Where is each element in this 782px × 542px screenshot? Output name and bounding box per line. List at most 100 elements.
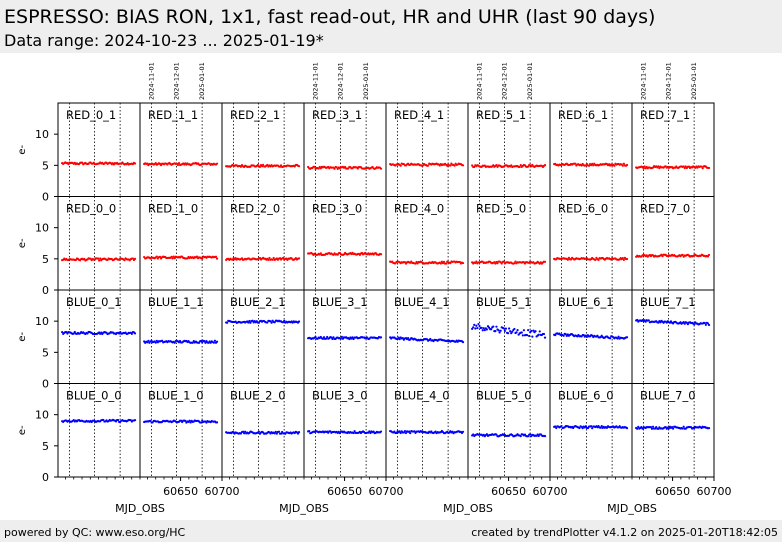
data-point [408, 430, 411, 433]
data-point [649, 426, 653, 429]
data-point [247, 321, 250, 324]
data-point [542, 332, 546, 336]
data-point [215, 340, 219, 343]
data-point [483, 329, 486, 332]
panel-blue-7-1: BLUE_7_1 [631, 289, 715, 384]
data-point [200, 421, 203, 424]
data-point [353, 430, 356, 433]
panel-label: BLUE_2_0 [230, 389, 286, 403]
data-point [297, 431, 301, 434]
y-axis-label: e- [17, 144, 28, 154]
data-point [177, 162, 181, 165]
data-point [472, 326, 475, 329]
data-point [527, 329, 530, 332]
data-point [543, 260, 547, 263]
data-point [397, 336, 400, 339]
date-marker-label: 2024-12-01 [664, 62, 672, 100]
data-point [308, 430, 311, 433]
data-point [297, 165, 301, 168]
data-point [701, 167, 704, 170]
panel-red-2-1: RED_2_1 [221, 102, 305, 197]
data-point [478, 324, 481, 328]
data-point [271, 258, 274, 261]
data-point [333, 167, 336, 170]
data-point [282, 256, 285, 260]
y-tick-label: 10 [35, 315, 49, 328]
data-point [155, 255, 158, 258]
data-point [657, 165, 660, 168]
panel-label: RED_0_0 [66, 202, 116, 216]
data-point [643, 165, 646, 168]
data-point [537, 333, 540, 336]
data-point [195, 255, 199, 258]
data-point [414, 262, 417, 265]
data-point [272, 256, 275, 260]
data-point [277, 430, 281, 433]
data-point [379, 167, 383, 170]
data-point [171, 257, 174, 260]
data-point [154, 162, 157, 165]
panel-label: RED_6_0 [558, 202, 608, 216]
data-point [449, 164, 452, 167]
data-point [487, 326, 491, 329]
panel-blue-2-0: BLUE_2_0 [221, 383, 305, 480]
data-point [636, 318, 639, 322]
data-point [519, 435, 522, 438]
data-point [61, 330, 64, 334]
data-point [682, 425, 685, 428]
data-point [496, 262, 499, 265]
panel-blue-0-0: BLUE_0_0 0 5 10 e- [17, 383, 141, 484]
data-point [636, 427, 639, 430]
data-point [268, 256, 271, 260]
data-point [398, 430, 401, 433]
panel-label: RED_5_0 [476, 202, 526, 216]
data-point [321, 337, 325, 340]
data-point [96, 257, 100, 260]
panel-label: BLUE_3_1 [312, 295, 368, 309]
data-point [647, 319, 650, 322]
data-point [215, 162, 219, 165]
data-point [474, 327, 477, 330]
data-point [399, 431, 402, 435]
data-point [511, 330, 514, 333]
y-tick-label: 0 [42, 191, 49, 204]
data-point [514, 260, 517, 263]
data-point [371, 165, 374, 169]
data-point [257, 321, 260, 324]
panel-label: RED_3_1 [312, 108, 362, 122]
data-point [189, 421, 192, 424]
date-marker-label: 2024-12-01 [336, 62, 344, 100]
data-point [244, 430, 247, 433]
data-point [508, 327, 511, 330]
panel-red-7-1: RED_7_1 [631, 102, 715, 197]
data-point [521, 334, 524, 337]
x-tick-label: 60650 [327, 485, 362, 498]
y-tick-label: 10 [35, 128, 49, 141]
date-marker-label: 2024-12-01 [500, 62, 508, 100]
panel-label: RED_2_0 [230, 202, 280, 216]
y-tick-label: 5 [42, 440, 49, 453]
header-bar: ESPRESSO: BIAS RON, 1x1, fast read-out, … [0, 0, 782, 53]
data-point [331, 337, 334, 341]
panel-red-5-1: RED_5_1 [467, 102, 551, 197]
panel-red-3-1: RED_3_1 [303, 102, 387, 197]
data-point [492, 325, 495, 328]
data-point [704, 323, 707, 326]
panel-label: BLUE_5_1 [476, 295, 532, 309]
data-point [495, 325, 498, 328]
data-point [584, 425, 587, 428]
data-point [203, 340, 206, 343]
y-tick-label: 5 [42, 159, 49, 172]
data-point [158, 255, 162, 258]
data-point [693, 323, 696, 326]
data-point [379, 430, 383, 433]
footer-bar: powered by QC: www.eso.org/HC created by… [0, 520, 782, 542]
panel-blue-4-0: BLUE_4_0 [385, 383, 469, 480]
data-point [707, 253, 711, 257]
data-point [205, 421, 208, 424]
panel-label: RED_6_1 [558, 108, 608, 122]
data-point [461, 430, 465, 433]
x-tick-label: 60650 [655, 485, 690, 498]
panel-label: RED_4_1 [394, 108, 444, 122]
data-point [352, 431, 355, 435]
